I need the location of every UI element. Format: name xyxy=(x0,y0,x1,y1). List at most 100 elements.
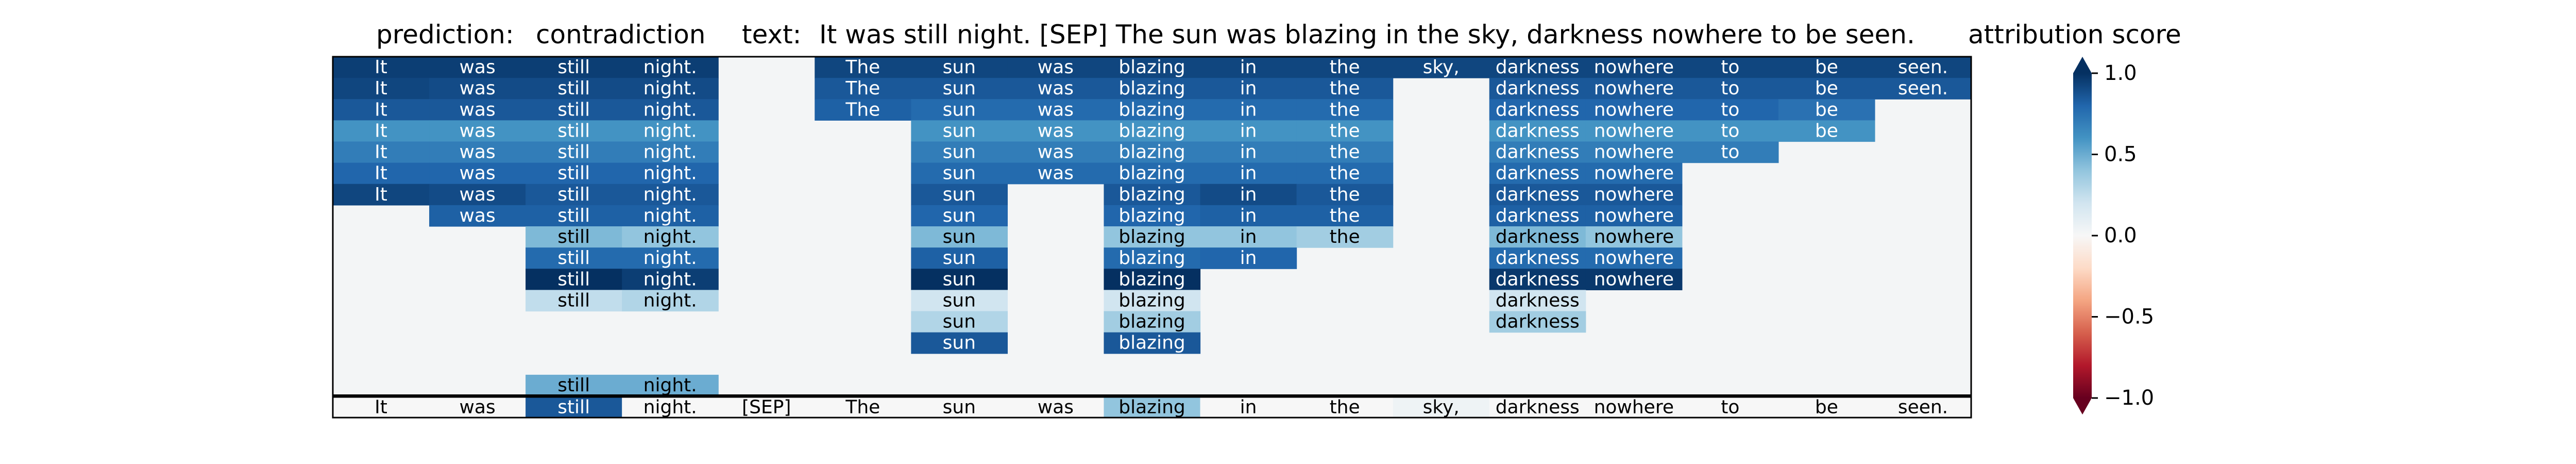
heatmap-cell xyxy=(622,78,719,100)
heatmap-cell-label: darkness xyxy=(1496,57,1580,78)
heatmap-cell-label: It xyxy=(375,163,387,184)
summary-cell-label: still xyxy=(557,397,590,418)
heatmap-cell xyxy=(526,120,622,142)
heatmap-cell xyxy=(1874,57,1972,78)
heatmap-cell-label: blazing xyxy=(1118,163,1185,184)
heatmap-cell xyxy=(1489,311,1586,333)
heatmap-cell xyxy=(1200,205,1297,227)
heatmap-cell-label: It xyxy=(375,99,387,120)
heatmap-cell xyxy=(1585,269,1683,290)
heatmap-cell-label: was xyxy=(1038,78,1074,99)
heatmap-cell-label: It xyxy=(375,57,387,78)
heatmap-cell xyxy=(333,99,430,121)
heatmap-cell-label: sun xyxy=(943,333,976,354)
heatmap-cell xyxy=(911,57,1008,78)
heatmap-cell xyxy=(622,374,719,396)
heatmap-cell-label: be xyxy=(1815,99,1838,120)
heatmap-cell-label: blazing xyxy=(1118,269,1185,290)
heatmap-cell xyxy=(1296,226,1394,248)
heatmap-cell xyxy=(333,57,430,78)
summary-cell-label: be xyxy=(1815,397,1838,418)
summary-cell-label: blazing xyxy=(1118,397,1185,418)
heatmap-cell-label: darkness xyxy=(1496,142,1580,163)
heatmap-cell-label: night. xyxy=(643,247,697,269)
heatmap-cell-label: night. xyxy=(643,57,697,78)
heatmap-cell-label: night. xyxy=(643,99,697,120)
heatmap-cell xyxy=(1296,205,1394,227)
heatmap-cell xyxy=(911,78,1008,100)
heatmap-cell-label: blazing xyxy=(1118,120,1185,141)
heatmap-cell xyxy=(526,99,622,121)
heatmap-cells: It was still night. The sun was blazing in the sky… xyxy=(333,57,1972,396)
heatmap-cell xyxy=(1200,78,1297,100)
heatmap-cell xyxy=(1104,247,1201,269)
heatmap-cell-label: blazing xyxy=(1118,247,1185,269)
heatmap-cell-label: the xyxy=(1330,205,1360,226)
heatmap-cell-label: still xyxy=(557,184,590,205)
summary-cell xyxy=(1393,397,1490,418)
summary-cell-label: was xyxy=(459,397,495,418)
heatmap-cell-label: was xyxy=(459,142,495,163)
summary-cell xyxy=(1104,397,1201,418)
summary-cell-label: nowhere xyxy=(1594,397,1674,418)
summary-cell xyxy=(718,397,815,418)
heatmap-cell xyxy=(429,184,526,206)
heatmap-cell-label: blazing xyxy=(1118,311,1185,333)
heatmap-cell-label: still xyxy=(557,375,590,396)
heatmap-cell xyxy=(526,290,622,312)
summary-cell xyxy=(333,397,430,418)
heatmap-cell xyxy=(1296,57,1394,78)
colorbar-tick-label: −0.5 xyxy=(2104,305,2154,329)
heatmap-cell xyxy=(1778,99,1875,121)
heatmap-cell xyxy=(622,226,719,248)
colorbar-tick-label: 0.5 xyxy=(2104,143,2137,167)
summary-cell xyxy=(1682,397,1779,418)
heatmap-cell xyxy=(1682,78,1779,100)
prediction-label: prediction: xyxy=(376,20,514,49)
heatmap-cell xyxy=(622,141,719,163)
heatmap-cell xyxy=(1585,205,1683,227)
heatmap-cell-label: sun xyxy=(943,163,976,184)
heatmap-cell-label: to xyxy=(1721,57,1739,78)
heatmap-cell-label: darkness xyxy=(1496,78,1580,99)
colorbar-tick-label: 0.0 xyxy=(2104,224,2137,247)
heatmap-cell-label: darkness xyxy=(1496,247,1580,269)
summary-cell-label: It xyxy=(375,397,387,418)
heatmap-cell xyxy=(815,57,911,78)
summary-cell xyxy=(1585,397,1683,418)
heatmap-cell xyxy=(526,247,622,269)
heatmap-cell-label: to xyxy=(1721,78,1739,99)
summary-cell xyxy=(815,397,911,418)
heatmap-cell xyxy=(1489,269,1586,290)
heatmap-cell-label: seen. xyxy=(1898,78,1948,99)
heatmap-cell xyxy=(1007,99,1105,121)
heatmap-cell-label: sun xyxy=(943,290,976,311)
heatmap-cell-label: darkness xyxy=(1496,99,1580,120)
heatmap-cell xyxy=(1104,99,1201,121)
heatmap-cell-label: to xyxy=(1721,142,1739,163)
heatmap-cell-label: in xyxy=(1240,78,1257,99)
summary-cell xyxy=(429,397,526,418)
summary-row: It was still night. [SEP] The sun was blazing in t… xyxy=(333,397,1972,418)
heatmap-cell-label: nowhere xyxy=(1594,99,1674,120)
heatmap-cell-label: night. xyxy=(643,375,697,396)
heatmap-cell-label: still xyxy=(557,78,590,99)
heatmap-cell xyxy=(333,141,430,163)
heatmap-cell-label: sun xyxy=(943,184,976,205)
colorbar-extend-min xyxy=(2073,398,2092,415)
heatmap-cell xyxy=(911,269,1008,290)
prediction-value: contradiction xyxy=(536,20,705,49)
heatmap-cell-label: still xyxy=(557,226,590,247)
summary-cell xyxy=(911,397,1008,418)
heatmap-cell-label: The xyxy=(845,99,880,120)
summary-cell xyxy=(526,397,622,418)
heatmap-cell-label: sun xyxy=(943,311,976,333)
heatmap-cell xyxy=(1296,162,1394,185)
heatmap-cell-label: sun xyxy=(943,247,976,269)
heatmap-cell xyxy=(815,99,911,121)
heatmap-cell xyxy=(1296,78,1394,100)
heatmap-cell-label: It xyxy=(375,120,387,141)
colorbar-extend-max xyxy=(2073,57,2092,73)
heatmap-cell-label: still xyxy=(557,269,590,290)
summary-cell-label: The xyxy=(845,397,880,418)
